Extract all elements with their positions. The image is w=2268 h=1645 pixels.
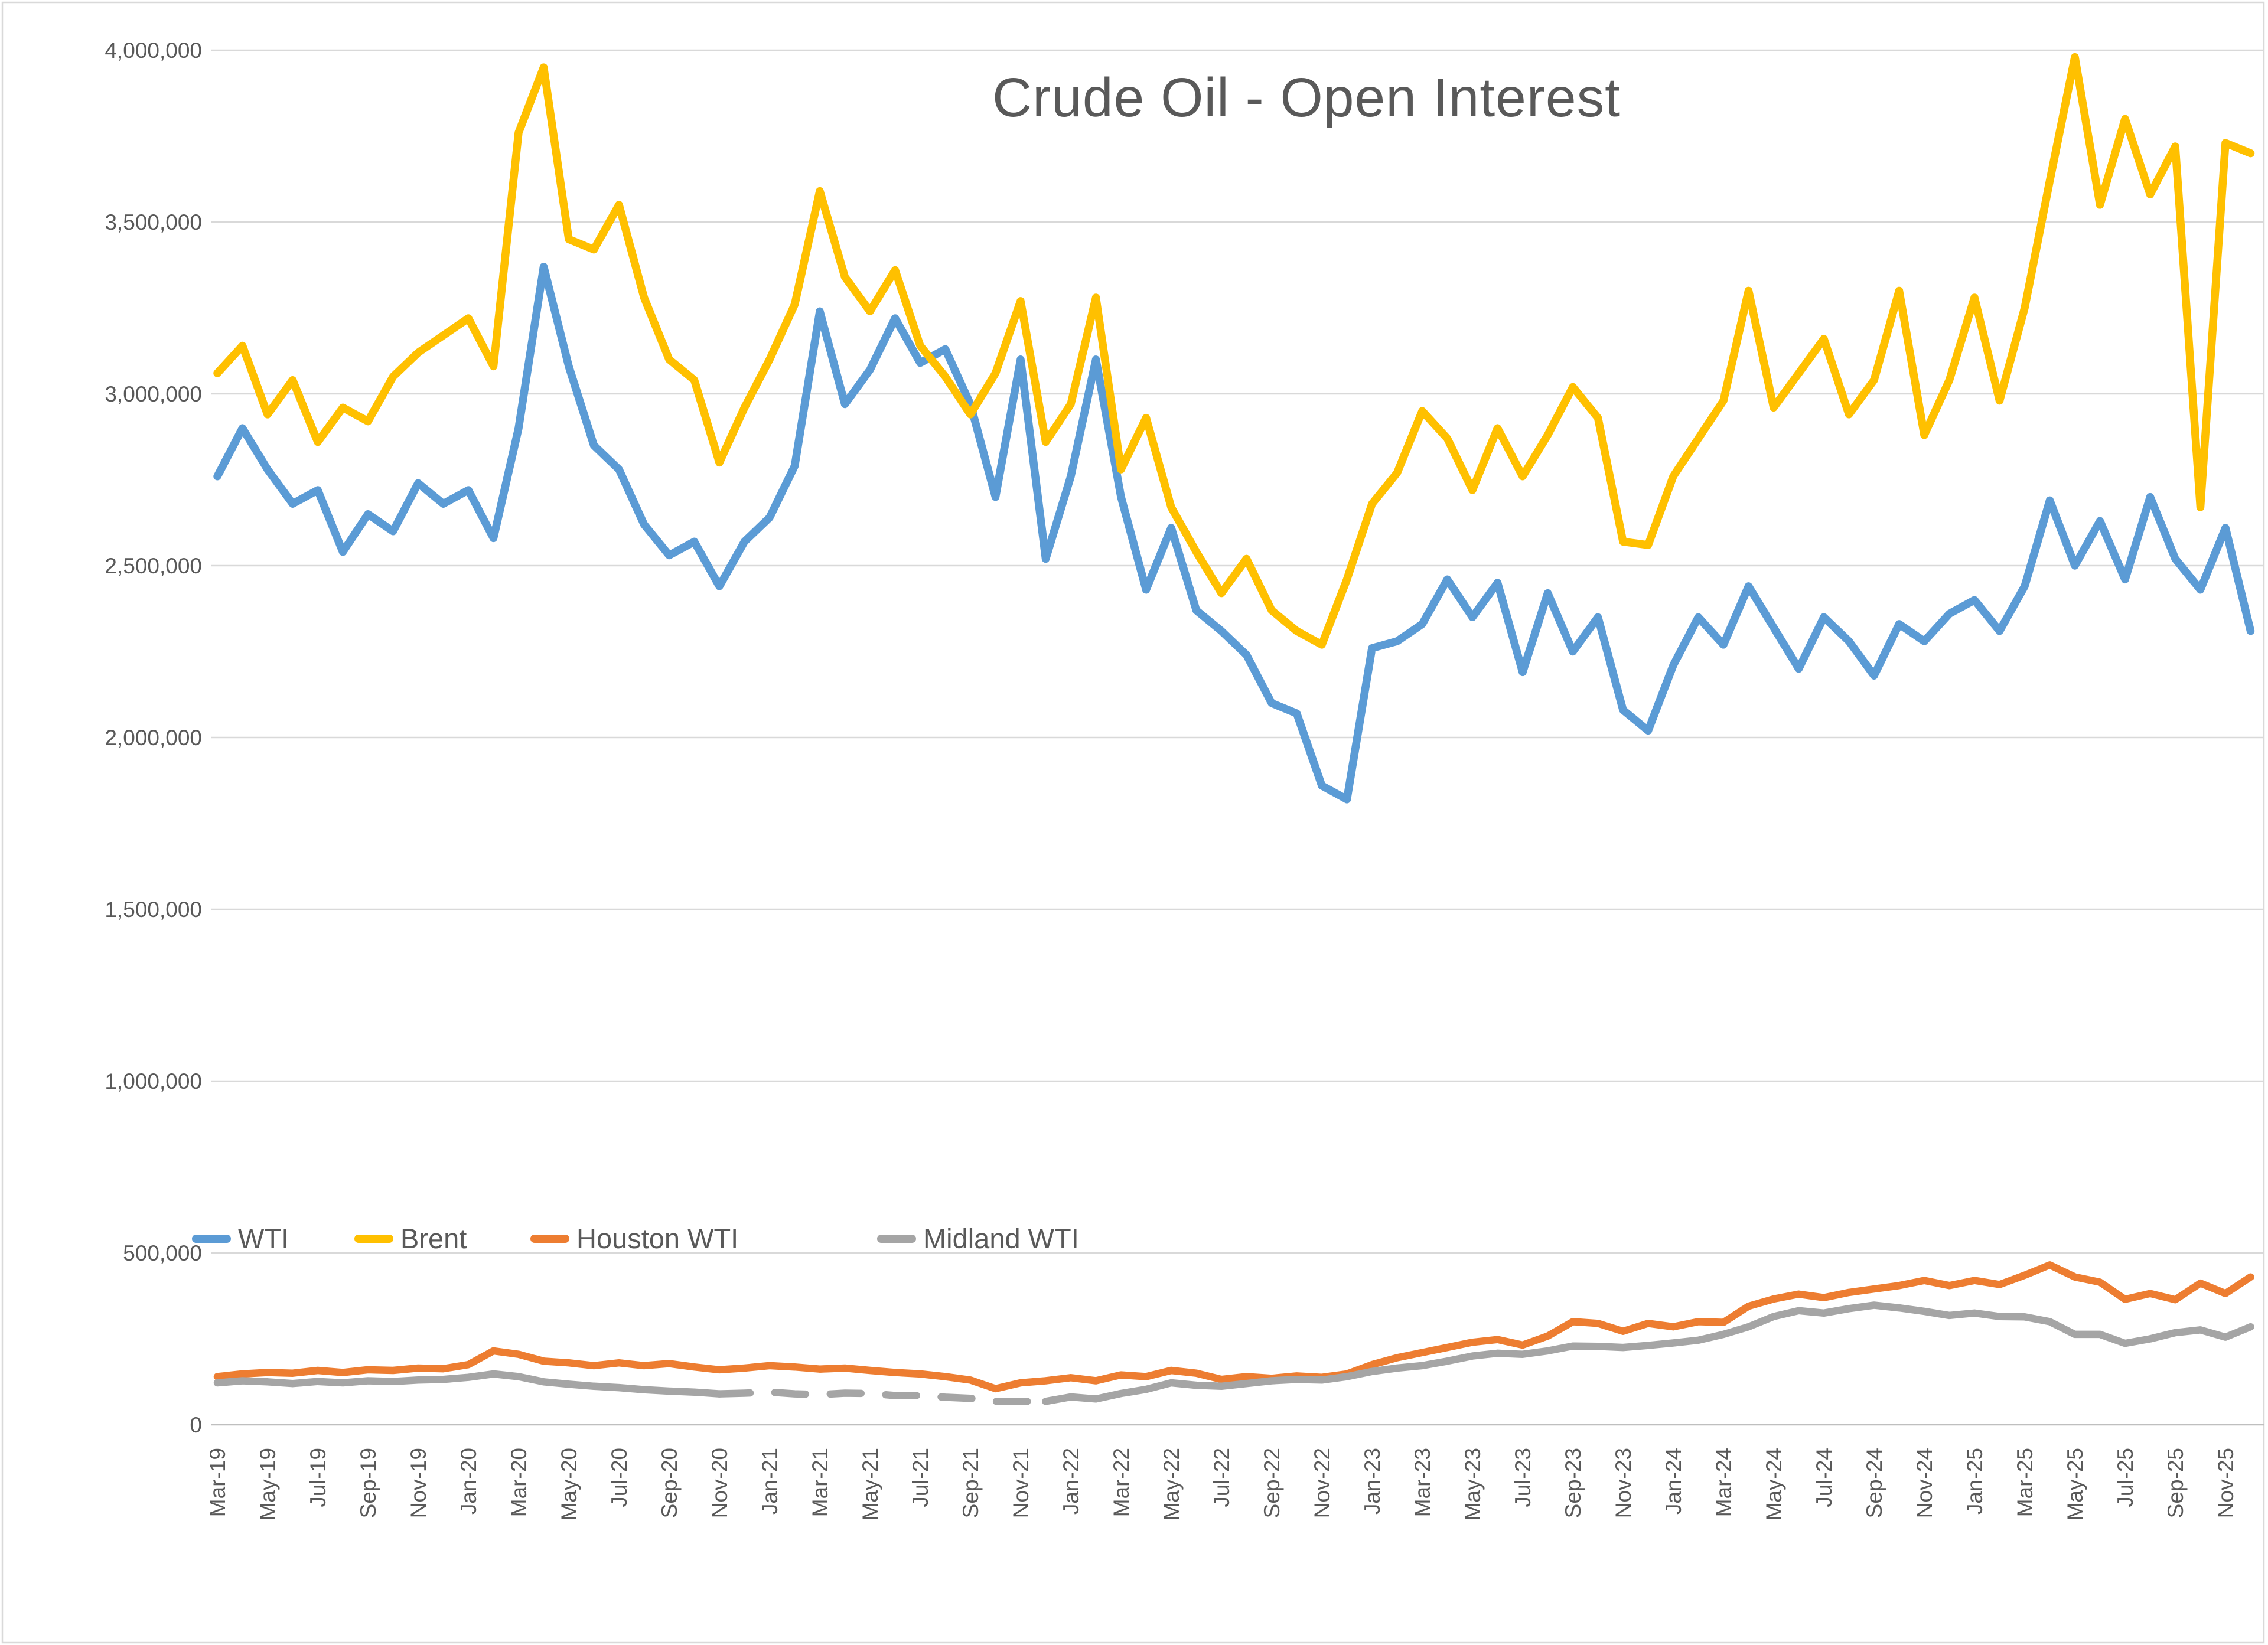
- series-line-midland-wti: [213, 1370, 724, 1398]
- legend-label-midland-wti: Midland WTI: [923, 1223, 1079, 1254]
- x-axis-label: Mar-21: [808, 1448, 832, 1517]
- legend-swatch-brent: [354, 1235, 393, 1243]
- x-axis-label: Sep-19: [356, 1448, 380, 1518]
- legend-item-houston-wti: Houston WTI: [530, 1221, 738, 1256]
- y-axis-label: 4,000,000: [105, 38, 202, 63]
- x-axis-label: Sep-21: [959, 1448, 983, 1518]
- y-axis-label: 0: [190, 1413, 202, 1437]
- x-axis-label: Nov-20: [708, 1448, 732, 1518]
- series-line-wti: [213, 262, 2255, 804]
- legend-label-houston-wti: Houston WTI: [576, 1223, 739, 1254]
- x-axis-label: Mar-19: [206, 1448, 230, 1517]
- y-axis-label: 1,000,000: [105, 1069, 202, 1094]
- x-axis-label: May-24: [1762, 1448, 1786, 1520]
- chart-title: Crude Oil - Open Interest: [992, 67, 1621, 128]
- legend-label-brent: Brent: [400, 1223, 467, 1254]
- x-axis-label: Nov-21: [1009, 1448, 1033, 1518]
- x-axis-label: Jul-23: [1511, 1448, 1535, 1507]
- x-axis-label: May-21: [858, 1448, 882, 1520]
- legend: WTI Brent Houston WTI Midland WTI: [0, 1221, 1299, 1256]
- x-axis-label: Nov-25: [2214, 1448, 2238, 1518]
- legend-swatch-wti: [192, 1235, 231, 1243]
- x-axis-label: Jul-19: [306, 1448, 330, 1507]
- x-axis-label: Jan-20: [457, 1448, 481, 1515]
- legend-swatch-houston-wti: [530, 1235, 569, 1243]
- x-axis-label: Nov-22: [1310, 1448, 1334, 1518]
- x-axis-label: Mar-23: [1410, 1448, 1435, 1517]
- x-axis-label: May-20: [557, 1448, 581, 1520]
- legend-item-wti: WTI: [192, 1221, 289, 1256]
- y-axis-label: 3,500,000: [105, 210, 202, 234]
- x-axis-label: Mar-22: [1109, 1448, 1133, 1517]
- x-axis-label: Sep-25: [2163, 1448, 2188, 1518]
- y-axis-label: 2,500,000: [105, 554, 202, 578]
- x-axis-label: Sep-22: [1260, 1448, 1284, 1518]
- y-axis-label: 1,500,000: [105, 897, 202, 922]
- x-axis-label: May-19: [256, 1448, 280, 1520]
- legend-item-brent: Brent: [354, 1221, 467, 1256]
- x-axis-label: Jan-21: [758, 1448, 782, 1515]
- x-axis-label: May-22: [1159, 1448, 1184, 1520]
- x-axis-label: Sep-20: [657, 1448, 682, 1518]
- x-axis-label: Nov-19: [406, 1448, 431, 1518]
- legend-item-midland-wti: Midland WTI: [877, 1221, 1079, 1256]
- x-axis-label: Jul-21: [908, 1448, 933, 1507]
- series-line-brent: [213, 53, 2255, 649]
- x-axis-label: Jul-22: [1210, 1448, 1234, 1507]
- x-axis-label: Sep-23: [1561, 1448, 1585, 1518]
- x-axis-label: Sep-24: [1862, 1448, 1886, 1518]
- x-axis-label: Mar-25: [2013, 1448, 2037, 1517]
- series-line-midland-wti-dashed: [715, 1388, 1050, 1405]
- y-axis-label: 3,000,000: [105, 382, 202, 406]
- x-axis-label: Mar-20: [507, 1448, 531, 1517]
- x-axis-label: Jul-24: [1812, 1448, 1836, 1507]
- x-axis-label: Jul-20: [607, 1448, 631, 1507]
- legend-label-wti: WTI: [238, 1223, 289, 1254]
- x-axis-label: May-25: [2063, 1448, 2087, 1520]
- x-axis-label: Jan-24: [1661, 1448, 1686, 1515]
- x-axis-label: Jul-25: [2113, 1448, 2137, 1507]
- x-axis-label: Jan-22: [1059, 1448, 1083, 1515]
- y-axis-label: 2,000,000: [105, 726, 202, 750]
- series-line-houston-wti: [213, 1261, 2254, 1393]
- legend-swatch-midland-wti: [877, 1235, 916, 1243]
- x-axis-label: Nov-24: [1912, 1448, 1937, 1518]
- x-axis-label: Jan-25: [1963, 1448, 1987, 1515]
- x-axis-label: Nov-23: [1611, 1448, 1635, 1518]
- y-axis-label: 500,000: [123, 1241, 202, 1265]
- x-axis-label: May-23: [1461, 1448, 1485, 1520]
- x-axis-label: Jan-23: [1360, 1448, 1384, 1515]
- series-line-midland-wti: [1042, 1301, 2254, 1405]
- x-axis-label: Mar-24: [1712, 1448, 1736, 1517]
